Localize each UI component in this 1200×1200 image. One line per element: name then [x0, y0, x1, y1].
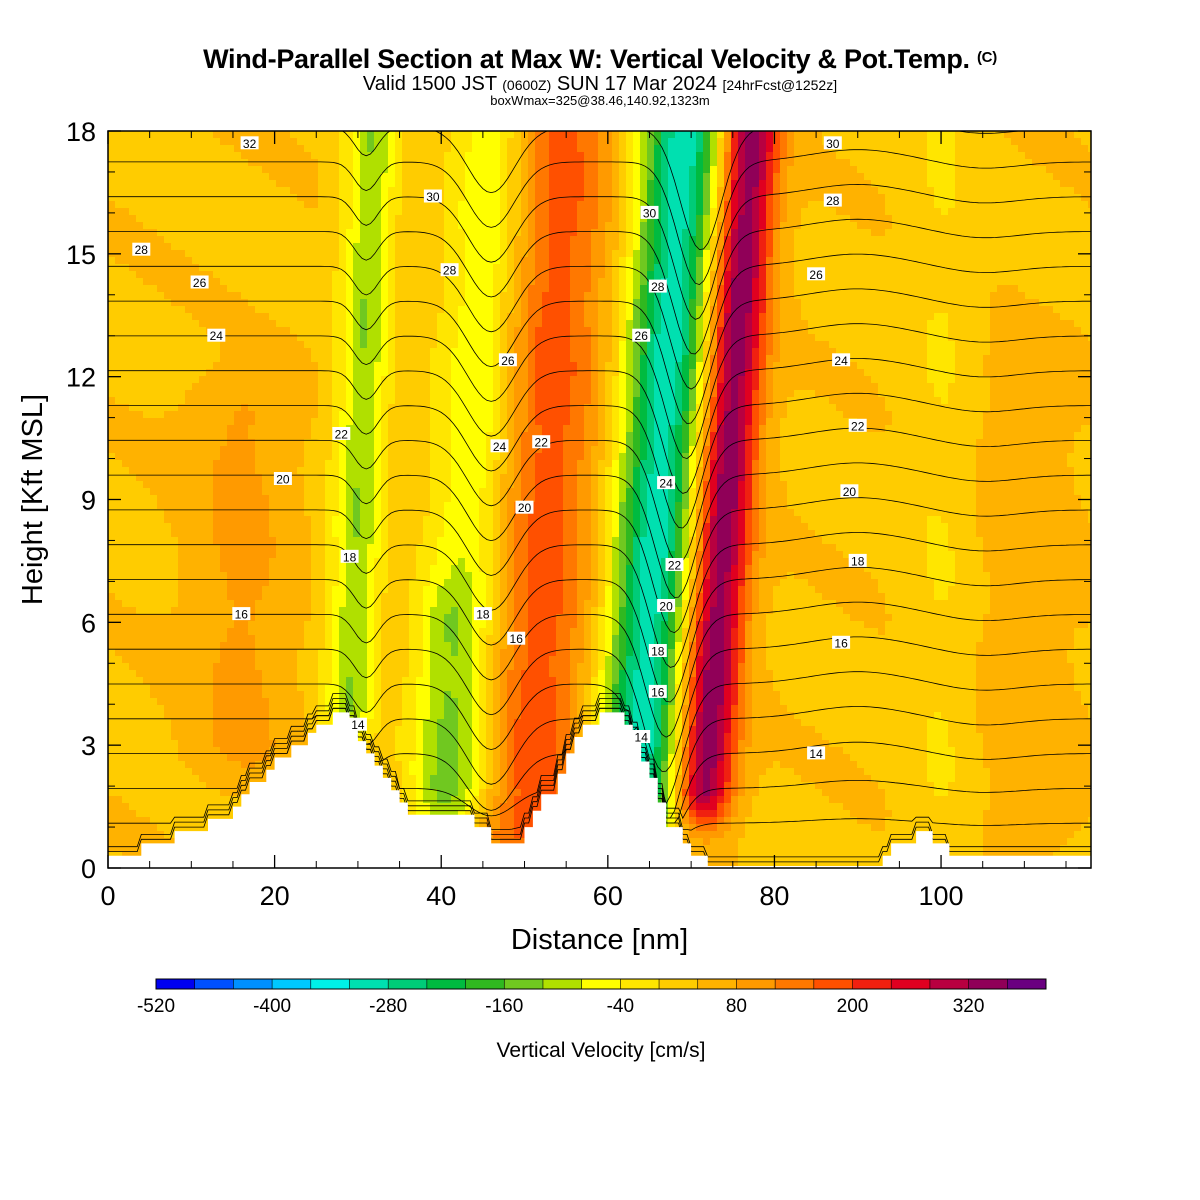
theta-contour-label: 24 — [491, 439, 509, 454]
theta-contour-label: 26 — [499, 353, 517, 368]
theta-contour-label: 20 — [274, 472, 292, 487]
y-axis-label: Height [Kft MSL] — [17, 394, 49, 605]
theta-contour-label: 18 — [849, 554, 867, 569]
x-tick-label: 20 — [260, 881, 290, 911]
theta-contour-label: 26 — [191, 276, 209, 291]
colorbar-tick-label: 200 — [837, 996, 869, 1017]
colorbar-swatch — [698, 979, 737, 989]
colorbar-tick-label: -160 — [485, 996, 523, 1017]
theta-contour-label: 30 — [424, 190, 442, 205]
colorbar-label: Vertical Velocity [cm/s] — [497, 1039, 706, 1062]
theta-contour-label: 16 — [507, 632, 525, 647]
y-tick-label: 0 — [81, 854, 96, 884]
colorbar-swatch — [311, 979, 350, 989]
theta-contour-label: 24 — [207, 329, 225, 344]
cross-section-chart: 323028282624262224 2220201816 181614302826… — [0, 0, 1200, 1200]
colorbar-swatch — [272, 979, 311, 989]
y-tick-label: 9 — [81, 486, 96, 516]
theta-contour-label: 32 — [241, 136, 259, 151]
colorbar-tick-label: -40 — [607, 996, 634, 1017]
theta-contour-label: 14 — [807, 746, 825, 761]
colorbar-swatch — [504, 979, 543, 989]
colorbar-swatch — [388, 979, 427, 989]
colorbar-swatch — [233, 979, 272, 989]
colorbar-swatch — [969, 979, 1008, 989]
colorbar-tick-label: -400 — [253, 996, 291, 1017]
colorbar-swatch — [853, 979, 892, 989]
colorbar-tick-label: 320 — [953, 996, 985, 1017]
theta-contour-label: 16 — [232, 607, 250, 622]
colorbar-swatch — [814, 979, 853, 989]
theta-contour-label: 24 — [657, 476, 675, 491]
y-tick-label: 15 — [66, 240, 96, 270]
colorbar-swatch — [891, 979, 930, 989]
theta-contour-label: 30 — [824, 136, 842, 151]
theta-contour-label: 14 — [349, 718, 367, 733]
theta-contour-label: 20 — [657, 599, 675, 614]
colorbar-tick-label: -280 — [369, 996, 407, 1017]
theta-contour-label: 18 — [474, 607, 492, 622]
x-tick-label: 40 — [426, 881, 456, 911]
theta-contour-label: 22 — [849, 419, 867, 434]
colorbar-swatch — [775, 979, 814, 989]
theta-contour-label: 20 — [840, 484, 858, 499]
y-tick-label: 3 — [81, 731, 96, 761]
colorbar-swatch — [582, 979, 621, 989]
theta-contour-label: 22 — [532, 435, 550, 450]
theta-contour-label: 26 — [807, 267, 825, 282]
x-tick-label: 100 — [919, 881, 964, 911]
theta-contour-label: 18 — [649, 644, 667, 659]
colorbar-tick-label: 80 — [726, 996, 747, 1017]
colorbar-swatch — [1007, 979, 1046, 989]
colorbar-swatch — [349, 979, 388, 989]
colorbar-swatch — [427, 979, 466, 989]
theta-contour-label: 26 — [632, 329, 650, 344]
theta-contour-label: 28 — [441, 263, 459, 278]
colorbar-swatch — [736, 979, 775, 989]
theta-contour-label: 18 — [341, 550, 359, 565]
theta-contour-label: 16 — [649, 685, 667, 700]
colorbar: -520 -400 -280 -160 -40 80 200 320 Vertical Velo… — [137, 979, 1046, 1062]
theta-contour-label: 28 — [132, 243, 150, 258]
colorbar-tick-label: -520 — [137, 996, 175, 1017]
x-tick-label: 80 — [759, 881, 789, 911]
x-axis-label: Distance [nm] — [511, 924, 688, 956]
theta-contour-label: 30 — [641, 206, 659, 221]
colorbar-swatch — [659, 979, 698, 989]
colorbar-swatch — [466, 979, 505, 989]
theta-contour-label: 28 — [649, 280, 667, 295]
x-tick-label: 60 — [593, 881, 623, 911]
theta-contour-label: 16 — [832, 636, 850, 651]
colorbar-swatch — [195, 979, 234, 989]
y-tick-label: 6 — [81, 608, 96, 638]
x-tick-label: 0 — [100, 881, 115, 911]
colorbar-swatch — [930, 979, 969, 989]
y-tick-label: 12 — [66, 363, 96, 393]
colorbar-swatch — [620, 979, 659, 989]
colorbar-swatch — [543, 979, 582, 989]
theta-contour-label: 28 — [824, 194, 842, 209]
y-tick-label: 18 — [66, 117, 96, 147]
theta-contour-label: 20 — [516, 501, 534, 516]
theta-contour-label: 22 — [332, 427, 350, 442]
theta-contour-label: 14 — [632, 730, 650, 745]
colorbar-swatch — [156, 979, 195, 989]
theta-contour-label: 24 — [832, 353, 850, 368]
theta-contour-label: 22 — [666, 558, 684, 573]
